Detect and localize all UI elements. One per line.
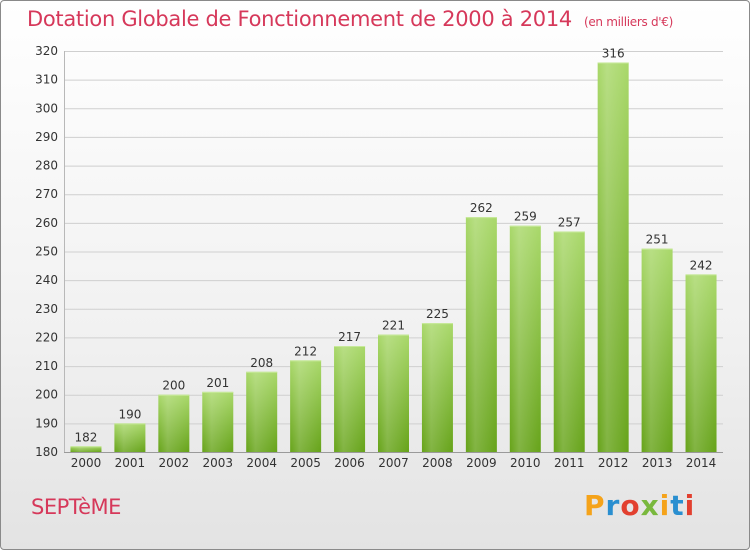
y-tick-label: 220 bbox=[35, 330, 58, 344]
x-tick-label: 2003 bbox=[202, 456, 233, 470]
data-label: 251 bbox=[646, 233, 669, 247]
bar-highlight bbox=[421, 323, 453, 452]
bar-highlight bbox=[509, 225, 541, 452]
bar-highlight bbox=[334, 346, 366, 452]
x-tick-label: 2012 bbox=[598, 456, 629, 470]
y-tick-label: 290 bbox=[35, 130, 58, 144]
logo-letter: r bbox=[605, 489, 621, 522]
bar-highlight bbox=[597, 62, 629, 452]
bar-highlight bbox=[465, 217, 497, 452]
bar-highlight bbox=[553, 231, 585, 452]
bar-highlight bbox=[290, 360, 322, 452]
x-tick-label: 2008 bbox=[422, 456, 453, 470]
x-tick-label: 2006 bbox=[334, 456, 365, 470]
bar-highlight bbox=[70, 446, 102, 452]
y-tick-label: 190 bbox=[35, 416, 58, 430]
data-label: 201 bbox=[206, 376, 229, 390]
y-tick-label: 180 bbox=[35, 445, 58, 459]
y-tick-label: 310 bbox=[35, 73, 58, 87]
data-label: 212 bbox=[294, 344, 317, 358]
proxiti-logo[interactable]: Proxiti bbox=[584, 489, 695, 522]
logo-letter: t bbox=[670, 489, 685, 522]
logo-letter: i bbox=[684, 489, 696, 522]
x-tick-label: 2000 bbox=[71, 456, 102, 470]
data-label: 257 bbox=[558, 215, 581, 229]
data-label: 221 bbox=[382, 319, 405, 333]
y-tick-label: 200 bbox=[35, 388, 58, 402]
x-tick-label: 2002 bbox=[159, 456, 190, 470]
y-tick-label: 300 bbox=[35, 101, 58, 115]
x-tick-label: 2001 bbox=[115, 456, 146, 470]
y-tick-label: 260 bbox=[35, 216, 58, 230]
data-label: 182 bbox=[75, 430, 98, 444]
x-tick-label: 2005 bbox=[290, 456, 321, 470]
data-label: 200 bbox=[162, 379, 185, 393]
data-label: 208 bbox=[250, 356, 273, 370]
bar-highlight bbox=[202, 391, 234, 452]
y-tick-label: 240 bbox=[35, 273, 58, 287]
x-tick-label: 2009 bbox=[466, 456, 497, 470]
x-axis: 2000 2001 2002 2003 2004 2005 2006 2007 2008 2009… bbox=[71, 456, 717, 470]
bar-highlight bbox=[246, 371, 278, 452]
x-tick-label: 2010 bbox=[510, 456, 541, 470]
bar-highlight bbox=[685, 274, 717, 452]
data-labels: 182 190 200 201 208 212 217 221 225 262 259 257 316 2… bbox=[75, 46, 713, 444]
bar-highlight bbox=[378, 334, 409, 452]
data-label: 316 bbox=[602, 46, 625, 60]
y-tick-label: 280 bbox=[35, 159, 58, 173]
data-label: 225 bbox=[426, 307, 449, 321]
chart-subtitle: (en milliers d'€) bbox=[583, 15, 673, 29]
data-label: 217 bbox=[338, 330, 361, 344]
bar-highlight bbox=[114, 423, 146, 452]
x-tick-label: 2004 bbox=[246, 456, 277, 470]
data-label: 242 bbox=[690, 258, 713, 272]
logo-letter: o bbox=[620, 489, 641, 522]
y-tick-label: 210 bbox=[35, 359, 58, 373]
x-tick-label: 2011 bbox=[554, 456, 585, 470]
y-tick-label: 320 bbox=[35, 44, 58, 58]
data-label: 190 bbox=[118, 407, 141, 421]
commune-name: SEPTèME bbox=[31, 495, 121, 519]
logo-letter: x bbox=[640, 489, 660, 522]
bar-highlight bbox=[641, 248, 673, 452]
chart-title-text: Dotation Globale de Fonctionnement de 20… bbox=[27, 7, 572, 31]
y-tick-label: 270 bbox=[35, 187, 58, 201]
data-label: 259 bbox=[514, 210, 537, 224]
x-tick-label: 2014 bbox=[686, 456, 717, 470]
logo-letter: i bbox=[659, 489, 671, 522]
x-tick-label: 2013 bbox=[642, 456, 673, 470]
logo-letter: P bbox=[584, 489, 606, 522]
y-tick-label: 230 bbox=[35, 302, 58, 316]
data-label: 262 bbox=[470, 201, 493, 215]
chart-title: Dotation Globale de Fonctionnement de 20… bbox=[27, 7, 673, 31]
bar-highlight bbox=[158, 394, 190, 452]
y-tick-label: 250 bbox=[35, 245, 58, 259]
y-axis: 180 190 200 210 220 230 240 250 260 270 280 290 300 3… bbox=[35, 44, 58, 459]
x-tick-label: 2007 bbox=[378, 456, 409, 470]
bars bbox=[70, 62, 717, 452]
